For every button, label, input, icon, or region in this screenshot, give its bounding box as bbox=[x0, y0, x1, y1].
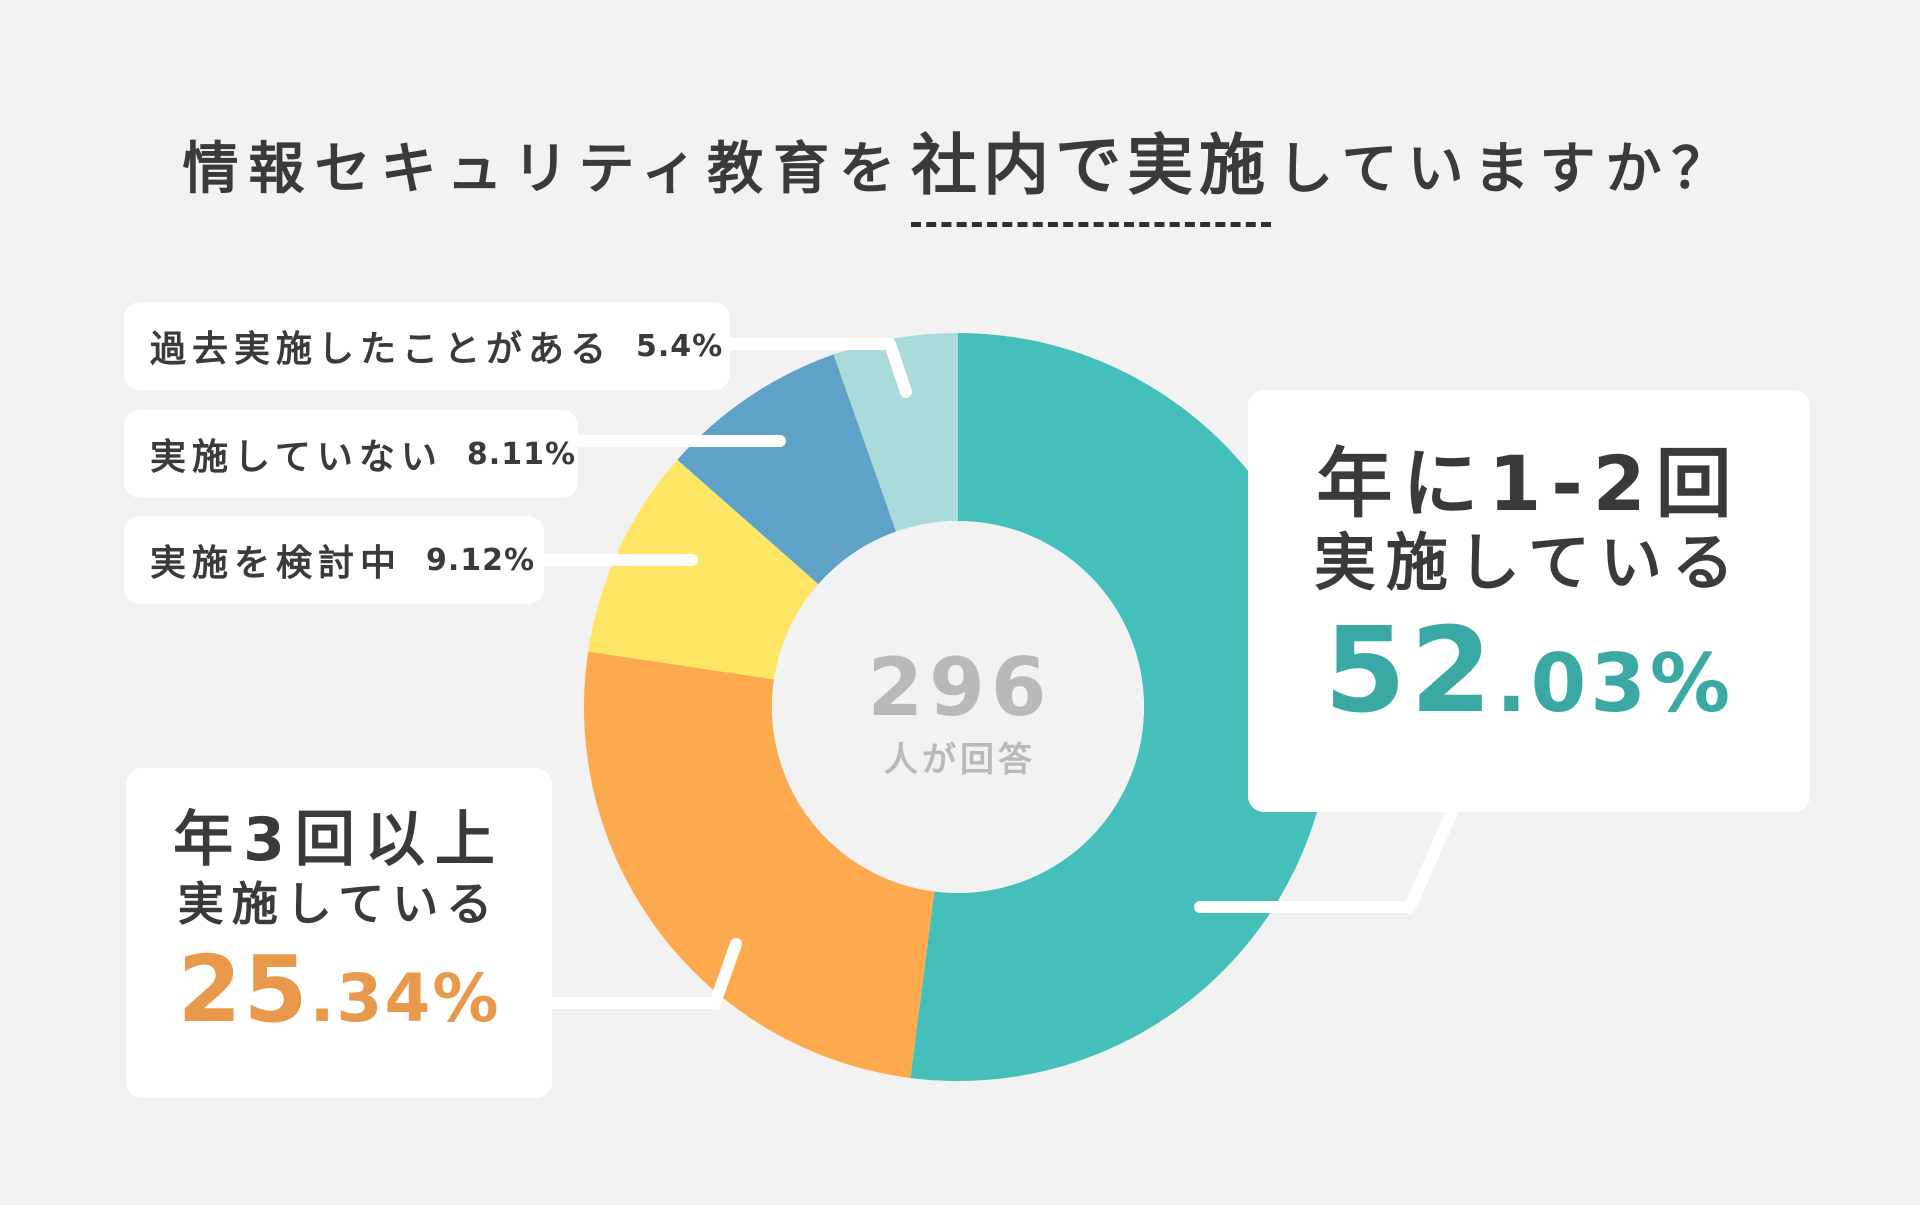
callout-past-value: 5.4% bbox=[636, 328, 724, 364]
callout-considering-value: 9.12% bbox=[426, 542, 536, 578]
callout-annual12-line1: 年に1-2回 bbox=[1316, 439, 1742, 528]
donut-slice-1 bbox=[584, 651, 935, 1078]
callout-past: 過去実施したことがある 5.4% bbox=[124, 302, 730, 390]
callout-none: 実施していない 8.11% bbox=[124, 410, 578, 498]
donut-slice-3 bbox=[677, 354, 897, 585]
callout-annual3-int: 25 bbox=[177, 935, 310, 1043]
callout-past-label: 過去実施したことがある bbox=[150, 329, 613, 370]
callout-annual12-dec: .03% bbox=[1496, 636, 1735, 730]
donut-hole bbox=[772, 521, 1144, 893]
callout-none-value: 8.11% bbox=[466, 436, 576, 472]
donut-slice-4 bbox=[833, 333, 958, 532]
donut-slices bbox=[584, 333, 1332, 1081]
donut-slice-0 bbox=[910, 333, 1332, 1081]
respondent-unit: 人が回答 bbox=[884, 740, 1036, 780]
callout-annual12: 年に1-2回 実施している 52.03% bbox=[1248, 390, 1810, 812]
callout-considering: 実施を検討中 9.12% bbox=[124, 516, 544, 604]
title-after: していますか？ bbox=[1277, 137, 1738, 202]
title-before: 情報セキュリティ教育を bbox=[182, 137, 906, 202]
title-emphasis: 社内で実施 bbox=[911, 112, 1272, 227]
leader-line-0 bbox=[1194, 806, 1458, 913]
callout-annual12-line2: 実施している bbox=[1313, 525, 1745, 599]
leader-line-2 bbox=[724, 338, 912, 398]
callout-annual3-value: 25.34% bbox=[126, 935, 552, 1045]
leader-lines bbox=[538, 338, 1458, 1009]
callout-considering-label: 実施を検討中 bbox=[150, 543, 403, 584]
callout-annual3: 年3回以上 実施している 25.34% bbox=[126, 768, 552, 1098]
callout-annual12-int: 52 bbox=[1323, 600, 1497, 739]
callout-annual3-line2: 実施している bbox=[177, 877, 501, 931]
respondent-count: 296 bbox=[867, 641, 1053, 734]
callout-none-label: 実施していない bbox=[150, 437, 443, 478]
donut-slice-2 bbox=[588, 459, 819, 680]
callout-annual3-line1: 年3回以上 bbox=[173, 805, 505, 875]
leader-line-1 bbox=[544, 938, 742, 1009]
callout-annual12-value: 52.03% bbox=[1248, 600, 1810, 742]
chart-title: 情報セキュリティ教育を社内で実施 していますか？ bbox=[0, 112, 1920, 227]
callout-annual3-dec: .34% bbox=[309, 959, 501, 1037]
